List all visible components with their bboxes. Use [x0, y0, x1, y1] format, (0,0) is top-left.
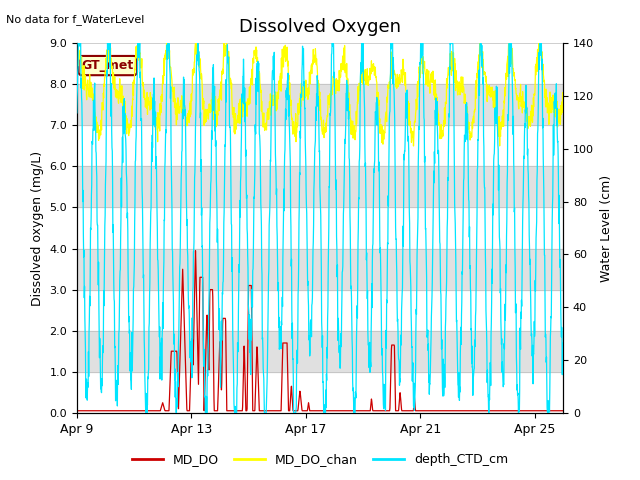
Bar — [77, 84, 563, 125]
Y-axis label: Water Level (cm): Water Level (cm) — [600, 174, 612, 282]
Text: No data for f_WaterLevel: No data for f_WaterLevel — [6, 14, 145, 25]
Title: Dissolved Oxygen: Dissolved Oxygen — [239, 18, 401, 36]
Bar — [77, 249, 563, 289]
Bar — [77, 167, 563, 207]
Legend: MD_DO, MD_DO_chan, depth_CTD_cm: MD_DO, MD_DO_chan, depth_CTD_cm — [127, 448, 513, 471]
Text: GT_met: GT_met — [82, 59, 134, 72]
Y-axis label: Dissolved oxygen (mg/L): Dissolved oxygen (mg/L) — [31, 150, 44, 306]
Bar — [77, 331, 563, 372]
